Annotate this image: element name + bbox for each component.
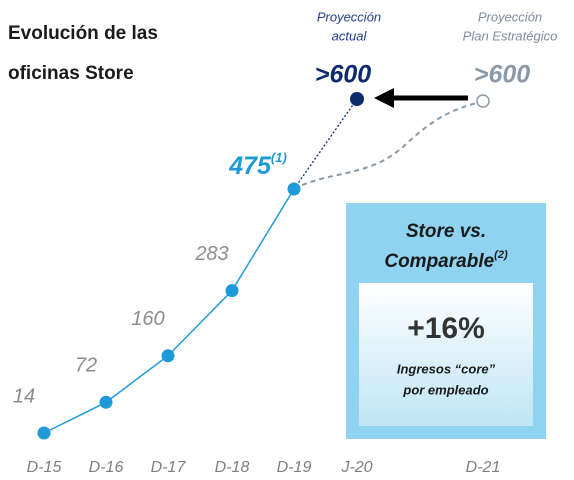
chart-title: Evolución de las	[8, 23, 158, 44]
data-label: 475	[228, 152, 272, 180]
footnote-mark: (2)	[494, 249, 508, 261]
series-line	[43, 188, 295, 434]
x-tick-label: D-17	[151, 459, 187, 476]
projection-point	[476, 94, 490, 108]
projection-label: Proyección	[478, 9, 542, 24]
callout-title: Comparable(2)	[384, 249, 508, 272]
projection-label: Plan Estratégico	[463, 28, 558, 43]
data-point	[161, 349, 175, 363]
projection-line	[293, 98, 358, 190]
x-tick-label: D-21	[466, 459, 501, 476]
data-label: 160	[131, 308, 164, 330]
callout-caption: Ingresos “core”	[397, 361, 496, 376]
callout-title: Store vs.	[406, 221, 486, 242]
x-tick-label: D-15	[27, 459, 62, 476]
projection-label: actual	[332, 28, 368, 43]
x-tick-label: D-16	[89, 459, 124, 476]
callout-title: Comparable	[384, 251, 494, 272]
x-tick-label: D-18	[215, 459, 250, 476]
data-label: 283	[194, 243, 228, 265]
data-label: 14	[13, 385, 35, 407]
footnote-mark: (1)	[271, 150, 287, 165]
chart-title: oficinas Store	[8, 63, 134, 84]
projection-line	[293, 100, 484, 190]
projection-value: >600	[315, 61, 371, 89]
callout-caption: por empleado	[402, 382, 488, 397]
callout-inner	[359, 283, 533, 426]
projection-value: >600	[474, 61, 530, 89]
data-point	[225, 284, 239, 298]
x-tick-label: D-19	[277, 459, 312, 476]
projection-point	[350, 92, 364, 106]
data-label: 475(1)	[228, 150, 287, 179]
data-point	[99, 395, 113, 409]
data-point	[37, 426, 51, 440]
x-tick-label: J-20	[340, 459, 372, 476]
data-label: 72	[75, 355, 97, 377]
projection-label: Proyección	[317, 9, 381, 24]
callout-value: +16%	[407, 312, 485, 345]
data-point	[287, 182, 301, 196]
